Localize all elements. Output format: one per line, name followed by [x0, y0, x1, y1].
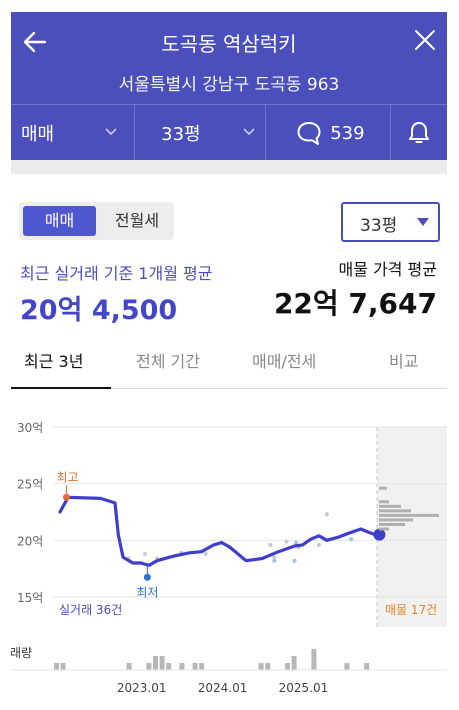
toggle-sale[interactable]: 매매 — [23, 206, 96, 236]
volume-bar — [159, 656, 165, 670]
size-select[interactable]: 33평 — [341, 202, 440, 242]
chevron-down-icon — [243, 128, 255, 136]
volume-bar — [179, 663, 185, 670]
deal-point — [324, 512, 329, 517]
comments-button[interactable]: 539 — [266, 105, 392, 161]
x-tick-label: 2023.01 — [117, 681, 167, 695]
filter-bar: 매매 33평 539 — [11, 104, 447, 161]
low-point — [143, 573, 151, 581]
deal-point — [203, 551, 208, 556]
deal-point — [142, 551, 147, 556]
chevron-down-icon — [105, 128, 117, 136]
listing-price-label: 매물 가격 평균 — [338, 260, 438, 279]
comment-bubble-icon — [297, 122, 321, 145]
toggle-rent[interactable]: 전월세 — [114, 211, 160, 230]
volume-bar — [265, 663, 271, 670]
volume-bar — [54, 663, 59, 670]
listing-area — [377, 427, 447, 627]
volume-bar — [192, 663, 198, 670]
comment-count: 539 — [330, 122, 365, 144]
listing-price-value: 22억 7,647 — [273, 287, 437, 320]
volume-bar — [199, 663, 205, 670]
deals-count-label: 실거래 36건 — [59, 603, 122, 617]
listing-bar — [379, 504, 401, 508]
deal-point — [292, 558, 297, 563]
y-tick-label: 15억 — [17, 591, 43, 605]
deal-point — [294, 540, 299, 545]
tab-compare[interactable]: 비교 — [389, 352, 419, 371]
listing-bar — [379, 509, 411, 513]
low-label: 최저 — [136, 585, 158, 599]
volume-bar — [166, 663, 172, 670]
listing-bar — [379, 518, 413, 522]
recent-price-label: 최근 실거래 기준 1개월 평균 — [20, 264, 213, 283]
volume-bar — [60, 663, 66, 670]
price-line — [58, 495, 377, 567]
volume-bar — [285, 663, 290, 670]
listing-bar — [379, 486, 387, 490]
deal-point — [272, 558, 277, 563]
deal-point — [316, 542, 321, 547]
tab-all-period[interactable]: 전체 기간 — [136, 352, 200, 371]
deal-point — [268, 542, 273, 547]
volume-label: 거래량 — [11, 646, 32, 660]
listing-bar — [379, 500, 389, 504]
deal-point — [284, 539, 289, 544]
price-panel: 매매 전월세 33평 최근 실거래 기준 1개월 평균 20억 4,500 매물… — [11, 174, 447, 704]
size-label: 33평 — [161, 124, 201, 145]
volume-bar — [364, 663, 370, 670]
address: 서울특별시 강남구 도곡동 963 — [118, 75, 340, 95]
high-point — [63, 493, 71, 501]
period-tabs: 최근 3년 전체 기간 매매/전세 비교 — [11, 334, 447, 389]
dropdown-triangle-icon — [417, 218, 429, 226]
volume-bar — [311, 649, 317, 670]
y-tick-label: 20억 — [17, 534, 43, 548]
y-tick-label: 30억 — [17, 421, 43, 435]
volume-bar — [344, 663, 350, 670]
close-icon[interactable] — [413, 28, 437, 52]
current-point — [373, 528, 386, 541]
notification-button[interactable] — [391, 105, 447, 161]
volume-bar — [291, 656, 297, 670]
volume-bar — [146, 663, 152, 670]
size-dropdown[interactable]: 33평 — [135, 105, 267, 161]
active-tab-indicator — [11, 387, 111, 389]
trade-type-label: 매매 — [21, 124, 55, 145]
x-tick-label: 2024.01 — [198, 681, 248, 695]
recent-price-value: 20억 4,500 — [20, 295, 178, 326]
tab-sale-rent[interactable]: 매매/전세 — [252, 352, 317, 371]
deal-point — [272, 555, 277, 560]
trade-toggle: 매매 전월세 — [19, 202, 174, 240]
listing-bar — [379, 522, 405, 526]
x-tick-label: 2025.01 — [279, 681, 329, 695]
trade-type-dropdown[interactable]: 매매 — [11, 105, 136, 161]
section-divider — [11, 160, 447, 174]
bell-icon — [409, 122, 430, 143]
page-title: 도곡동 역삼럭키 — [161, 32, 297, 56]
listing-bar — [379, 527, 389, 531]
size-select-value: 33평 — [360, 216, 398, 236]
header: 도곡동 역삼럭키 서울특별시 강남구 도곡동 963 매매 33평 539 — [11, 12, 447, 161]
y-tick-label: 25억 — [17, 478, 43, 492]
volume-bar — [126, 663, 132, 670]
tab-recent-3y[interactable]: 최근 3년 — [24, 352, 84, 371]
volume-bar — [153, 656, 158, 670]
listing-bar — [379, 513, 439, 517]
deal-point — [349, 537, 354, 542]
volume-bar — [258, 663, 264, 670]
high-label: 최고 — [57, 470, 79, 484]
back-arrow-icon[interactable] — [21, 28, 49, 56]
listings-count-label: 매물 17건 — [385, 603, 437, 617]
